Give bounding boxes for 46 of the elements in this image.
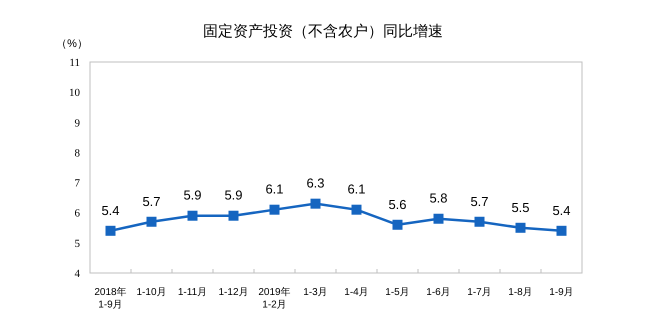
x-tick-label: 1-8月 (508, 287, 533, 298)
x-tick-label: 1-11月 (178, 287, 208, 298)
x-tick-label: 1-12月 (218, 287, 249, 298)
y-tick-label: 9 (74, 117, 80, 130)
data-label: 5.6 (388, 196, 407, 212)
point (556, 226, 566, 236)
y-tick-label: 6 (74, 208, 80, 220)
data-label: 5.5 (511, 200, 530, 215)
data-label: 6.3 (306, 176, 325, 191)
data-label: 5.9 (224, 188, 243, 203)
x-tick-label: 1-3月 (303, 287, 328, 298)
point (434, 214, 444, 224)
y-tick-label: 8 (74, 147, 80, 160)
chart-title: 固定资产投资（不含农户）同比增速 (203, 23, 443, 40)
y-tick-label: 7 (74, 178, 80, 190)
x-tick-label: 1-7月 (467, 287, 492, 298)
point (392, 220, 402, 230)
data-label: 5.7 (142, 194, 161, 209)
point (474, 216, 484, 227)
y-tick-label: 4 (74, 268, 80, 280)
y-tick-label: 10 (69, 87, 80, 100)
point (310, 198, 320, 209)
y-tick-label: 11 (69, 57, 80, 69)
data-label: 5.4 (101, 202, 120, 218)
data-label: 5.4 (552, 202, 571, 218)
x-tick-label: 1-10月 (136, 287, 167, 298)
data-label: 6.1 (347, 182, 366, 197)
x-tick-label: 1-9月 (549, 287, 574, 298)
x-tick-label: 1-6月 (426, 287, 451, 298)
x-tick-label: 2019年 1-2月 (258, 286, 291, 310)
data-label: 5.7 (470, 194, 489, 209)
point (352, 204, 362, 215)
point (146, 216, 156, 227)
x-tick-label: 2018年 1-9月 (94, 286, 127, 310)
point (228, 210, 238, 221)
point (106, 226, 116, 236)
data-label: 6.1 (265, 182, 284, 197)
data-label: 5.8 (429, 190, 448, 206)
point (188, 210, 198, 221)
y-tick-label: 5 (74, 238, 80, 250)
x-tick-label: 1-4月 (344, 287, 369, 298)
point (270, 204, 280, 215)
data-label: 5.9 (183, 188, 202, 203)
x-tick-label: 1-5月 (385, 287, 410, 298)
y-axis-title: （%） (56, 38, 88, 50)
point (516, 222, 526, 233)
